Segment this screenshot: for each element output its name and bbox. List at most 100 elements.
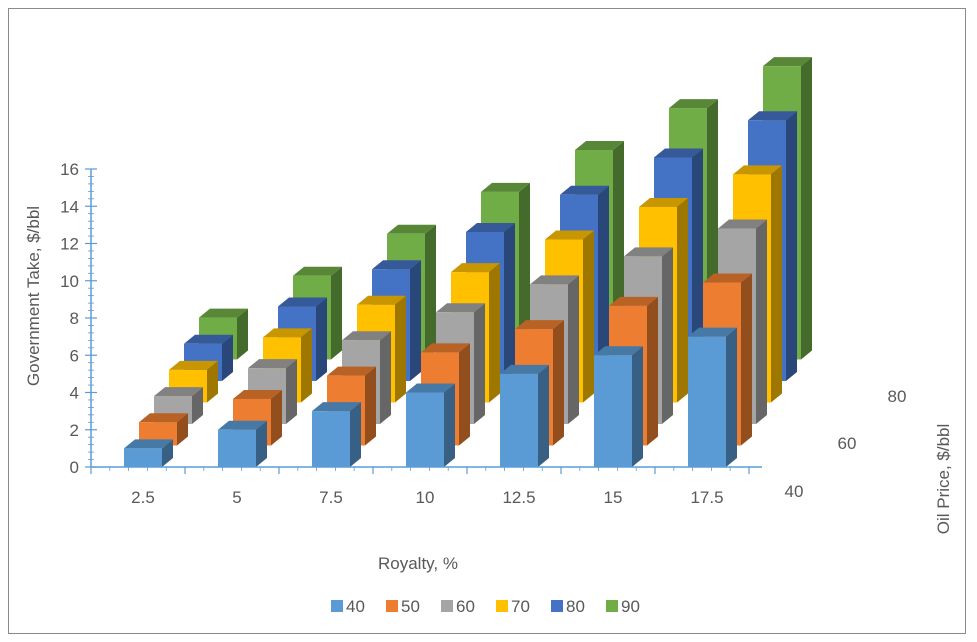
bar-side xyxy=(425,224,436,360)
bar-s40-c3 xyxy=(406,383,455,467)
bar-front xyxy=(312,411,350,467)
bar-side xyxy=(350,402,361,467)
legend-swatch xyxy=(496,600,508,612)
x-tick-label: 15 xyxy=(604,488,623,507)
legend-swatch xyxy=(551,600,563,612)
bar-side xyxy=(286,359,297,424)
chart-svg: 0 2 4 6 8 10 12 14 16 2.5 5 7.5 10 12.5 15 17.5 40 60 80 G… xyxy=(24,57,953,616)
bar-top xyxy=(406,383,455,393)
bar-top xyxy=(387,224,436,234)
bar-side xyxy=(677,197,688,403)
bar-side xyxy=(504,223,515,381)
bar-top xyxy=(575,140,624,150)
bar-top xyxy=(530,275,579,285)
bar-top xyxy=(293,266,342,276)
bar-top xyxy=(263,328,312,338)
bar-side xyxy=(583,230,594,403)
legend-swatch xyxy=(386,600,398,612)
bar-top xyxy=(560,185,609,195)
bar-front xyxy=(500,373,538,467)
depth-tick-label: 60 xyxy=(838,434,857,453)
legend-item-40: 40 xyxy=(331,597,365,616)
bar-top xyxy=(639,197,688,207)
bar-side xyxy=(632,346,643,467)
bar-front xyxy=(594,355,632,467)
bar-top xyxy=(199,308,248,318)
bar-top xyxy=(703,273,752,283)
bar-side xyxy=(662,247,673,424)
bar-top xyxy=(278,297,327,307)
y-axis-title: Government Take, $/bbl xyxy=(24,206,43,386)
bar-side xyxy=(271,389,282,446)
bar-top xyxy=(357,295,406,305)
bar-s40-c4 xyxy=(500,364,549,467)
bar-side xyxy=(301,328,312,403)
legend-label: 70 xyxy=(511,597,530,616)
bar-top xyxy=(233,389,282,399)
bar-top xyxy=(451,263,500,273)
bar-side xyxy=(177,413,188,446)
bar-s40-c2 xyxy=(312,402,361,467)
bar-top xyxy=(312,402,361,412)
legend-swatch xyxy=(331,600,343,612)
depth-tick-label: 40 xyxy=(785,482,804,501)
bar-side xyxy=(316,297,327,381)
bar-s40-c5 xyxy=(594,346,643,467)
bar-top xyxy=(139,413,188,423)
bar-top xyxy=(733,165,782,175)
bars-layer xyxy=(124,57,812,467)
bar-top xyxy=(500,364,549,374)
bar-top xyxy=(515,320,564,330)
bar-side xyxy=(568,275,579,424)
bar-side xyxy=(771,165,782,403)
bar-s40-c1 xyxy=(218,420,267,467)
bar-top xyxy=(184,334,233,344)
bar-side xyxy=(474,303,485,424)
bar-top xyxy=(545,230,594,240)
x-tick-label: 17.5 xyxy=(690,488,723,507)
bar-top xyxy=(466,223,515,232)
bar-side xyxy=(365,366,376,446)
bar-side xyxy=(192,387,203,424)
bar-side xyxy=(395,295,406,403)
bar-side xyxy=(444,383,455,467)
bar-top xyxy=(248,359,297,369)
bar-top xyxy=(124,439,173,449)
bar-side xyxy=(489,263,500,403)
bar-side xyxy=(207,360,218,403)
depth-tick-label: 80 xyxy=(888,387,907,406)
y-tick-label: 6 xyxy=(70,346,79,365)
bar-top xyxy=(218,420,267,430)
bar-top xyxy=(372,260,421,270)
legend-item-90: 90 xyxy=(606,597,640,616)
bar-side xyxy=(756,219,767,424)
legend: 40 50 60 70 80 90 xyxy=(331,597,640,616)
bar-side xyxy=(786,111,797,381)
bar-side xyxy=(553,320,564,446)
bar-top xyxy=(669,99,718,109)
legend-item-50: 50 xyxy=(386,597,420,616)
x-axis-title: Royalty, % xyxy=(378,554,458,573)
y-tick-label: 12 xyxy=(60,235,79,254)
bar-side xyxy=(741,273,752,446)
bar-top xyxy=(481,182,530,192)
bar-side xyxy=(538,364,549,467)
chart-frame: 0 2 4 6 8 10 12 14 16 2.5 5 7.5 10 12.5 15 17.5 40 60 80 G… xyxy=(8,8,966,634)
bar-side xyxy=(331,266,342,360)
bar-top xyxy=(609,296,658,306)
legend-label: 60 xyxy=(456,597,475,616)
x-tick-label: 10 xyxy=(416,488,435,507)
bar-top xyxy=(594,346,643,356)
bar-side xyxy=(380,331,391,424)
y-tick-label: 4 xyxy=(70,384,79,403)
bar-top xyxy=(763,57,812,67)
y-tick-label: 8 xyxy=(70,309,79,328)
legend-swatch xyxy=(441,600,453,612)
bar-side xyxy=(801,57,812,360)
bar-side xyxy=(222,334,233,381)
bar-top xyxy=(654,148,703,158)
legend-label: 90 xyxy=(621,597,640,616)
x-tick-label: 5 xyxy=(232,488,241,507)
depth-axis-title: Oil Price, $/bbl xyxy=(934,424,953,535)
bar-top xyxy=(342,331,391,341)
